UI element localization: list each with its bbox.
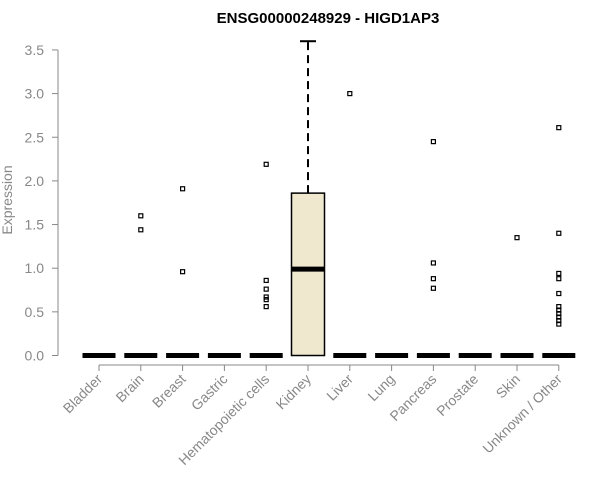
chart-title: ENSG00000248929 - HIGD1AP3 xyxy=(217,10,440,27)
boxes xyxy=(82,40,576,358)
outlier-point xyxy=(514,235,520,241)
x-tick-label: Prostate xyxy=(433,371,481,419)
outlier-point xyxy=(430,139,436,145)
outlier-point xyxy=(263,277,269,284)
x-tick-label: Unknown / Other xyxy=(479,371,565,457)
y-tick-label: 1.0 xyxy=(25,260,45,276)
y-tick-label: 3.5 xyxy=(25,42,45,58)
y-tick-label: 0.5 xyxy=(25,304,45,320)
outlier-point xyxy=(430,276,436,282)
outlier-point xyxy=(263,161,269,167)
outlier-point xyxy=(430,285,436,291)
x-tick-label: Skin xyxy=(493,371,524,402)
box-body xyxy=(290,192,326,357)
y-tick-label: 2.0 xyxy=(25,173,45,189)
outlier-point xyxy=(556,230,562,236)
outlier-point xyxy=(180,269,186,275)
y-tick-label: 3.0 xyxy=(25,86,45,102)
outlier-point xyxy=(556,270,562,277)
x-tick-label: Kidney xyxy=(273,371,315,413)
outlier-point xyxy=(556,321,562,327)
y-tick-label: 1.5 xyxy=(25,217,45,233)
outlier-point xyxy=(556,290,562,297)
x-tick-label: Lung xyxy=(364,371,397,404)
outlier-point xyxy=(138,213,144,219)
outlier-point xyxy=(263,297,269,303)
outlier-point xyxy=(263,286,269,292)
outlier-point xyxy=(263,304,269,310)
x-tick-label: Brain xyxy=(112,371,146,405)
box-kidney xyxy=(290,40,326,357)
outlier-point xyxy=(347,90,353,97)
outlier-point xyxy=(430,260,436,266)
outlier-point xyxy=(138,227,144,233)
x-tick-label: Liver xyxy=(323,371,356,404)
outliers xyxy=(138,90,562,327)
y-tick-label: 0.0 xyxy=(25,348,45,364)
y-axis-label: Expression xyxy=(0,165,15,234)
axes: 0.0 0.5 1.0 1.5 2.0 2.5 3.0 3.5 xyxy=(25,42,560,371)
x-tick-label: Breast xyxy=(149,371,189,411)
x-tick-label: Bladder xyxy=(60,371,106,417)
y-tick-label: 2.5 xyxy=(25,129,45,145)
outlier-point xyxy=(180,186,186,192)
outlier-point xyxy=(556,276,562,282)
outlier-point xyxy=(556,125,562,131)
outlier-point xyxy=(263,294,269,300)
